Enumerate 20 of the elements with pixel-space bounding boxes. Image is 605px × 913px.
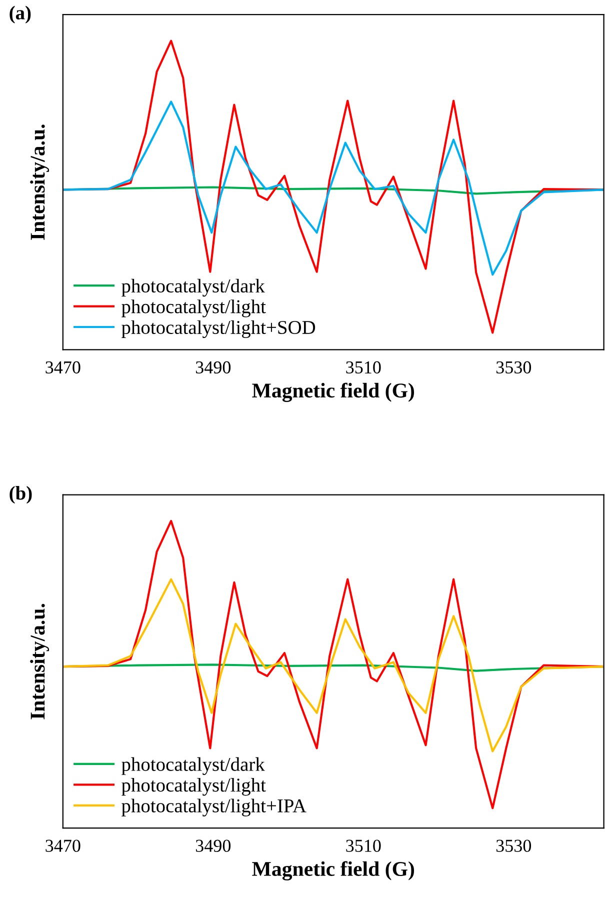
x-tick-label: 3490 — [196, 840, 231, 852]
x-axis-title: Magnetic field (G) — [252, 382, 414, 402]
y-axis-title: Intensity/a.u. — [30, 124, 50, 240]
x-tick-label: 3510 — [346, 840, 381, 852]
legend-label: photocatalyst/light — [122, 300, 266, 318]
chart-title: (a) — [10, 6, 31, 24]
x-tick-label: 3470 — [46, 840, 80, 852]
chart-title: (b) — [10, 486, 32, 504]
x-tick-label: 3530 — [496, 361, 532, 374]
legend-label: photocatalyst/dark — [122, 278, 265, 297]
x-tick-label: 3530 — [496, 840, 532, 852]
x-tick-label: 3470 — [46, 361, 80, 374]
legend-label: photocatalyst/light+IPA — [122, 798, 306, 816]
legend-label: photocatalyst/light+SOD — [122, 320, 316, 338]
legend-label: photocatalyst/dark — [122, 757, 265, 775]
y-axis-title: Intensity/a.u. — [30, 604, 50, 720]
x-tick-label: 3510 — [346, 361, 381, 374]
x-tick-label: 3490 — [196, 361, 231, 374]
x-axis-title: Magnetic field (G) — [252, 861, 414, 880]
legend-label: photocatalyst/light — [122, 778, 266, 796]
